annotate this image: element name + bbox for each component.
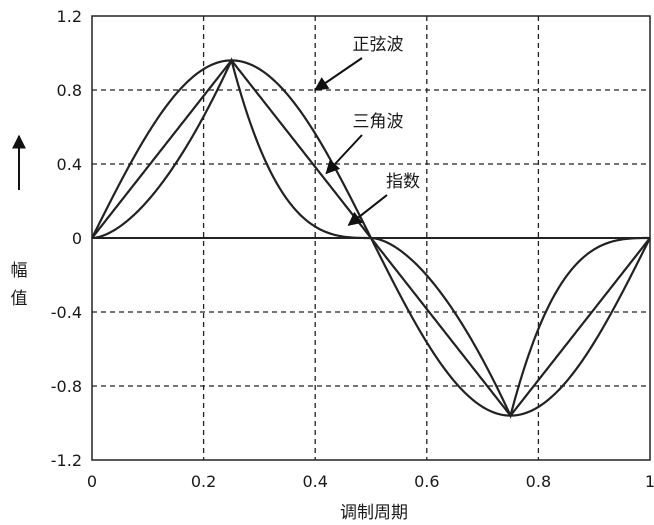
annotation-arrow-icon: [347, 194, 388, 226]
x-tick-label: 0.8: [526, 472, 551, 491]
y-axis-label-char-2: 值: [11, 289, 28, 309]
annotation-arrow-icon: [325, 134, 363, 175]
y-tick-label: -0.8: [51, 377, 82, 396]
x-axis-label: 调制周期: [340, 503, 408, 523]
x-tick-label: 0.2: [191, 472, 216, 491]
annotation-label: 指数: [386, 172, 420, 192]
x-tick-label: 0.6: [414, 472, 439, 491]
y-axis-label-char-1: 幅: [11, 261, 28, 281]
annotation-arrow-icon: [314, 57, 363, 91]
x-tick-label: 0: [87, 472, 97, 491]
y-tick-label: 1.2: [57, 7, 82, 26]
annotation-label: 三角波: [353, 112, 404, 132]
y-tick-label: 0.8: [57, 81, 82, 100]
series-group: [91, 57, 651, 419]
x-tick-label: 1: [645, 472, 654, 491]
series-line-3: [91, 57, 650, 419]
y-tick-label: 0: [72, 229, 82, 248]
annotation-label: 正弦波: [353, 35, 404, 55]
y-axis-ticks: 1.2 0.8 0.4 0 -0.4 -0.8 -1.2: [51, 7, 82, 470]
x-tick-label: 0.4: [302, 472, 327, 491]
y-tick-label: -0.4: [51, 303, 82, 322]
x-axis-ticks: 0 0.2 0.4 0.6 0.8 1: [87, 472, 654, 491]
y-tick-label: 0.4: [57, 155, 82, 174]
y-tick-label: -1.2: [51, 451, 82, 470]
plot-frame: [91, 15, 651, 461]
